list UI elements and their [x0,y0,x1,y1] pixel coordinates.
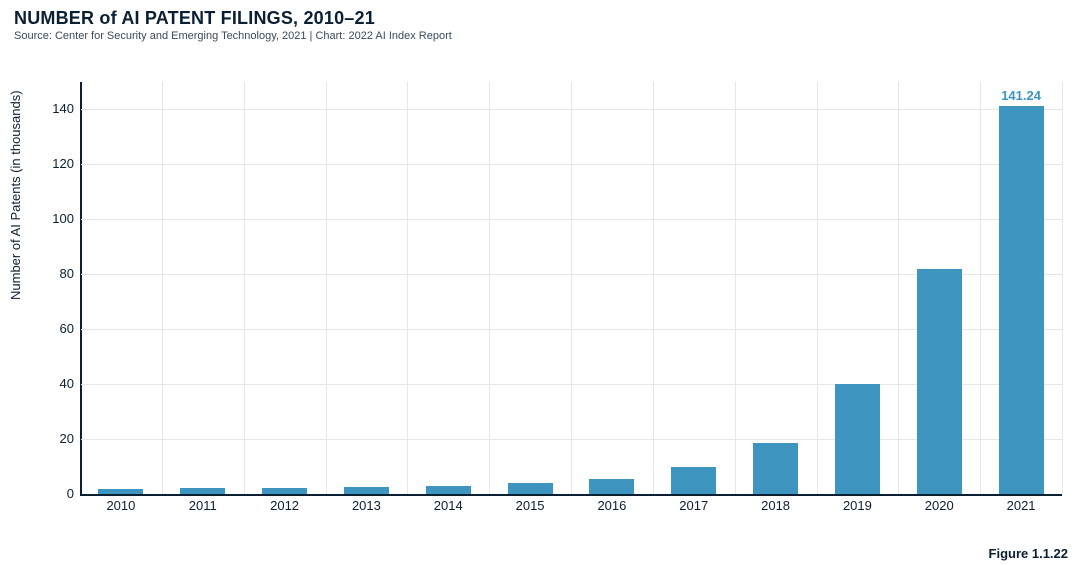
y-tick-label: 20 [40,431,74,446]
x-tick-label: 2019 [817,498,899,513]
y-tick-label: 140 [40,101,74,116]
x-tick-label: 2014 [407,498,489,513]
bar [426,486,471,494]
x-tick-label: 2017 [653,498,735,513]
bar [917,269,962,494]
chart-subtitle: Source: Center for Security and Emerging… [14,30,452,42]
x-tick-label: 2012 [244,498,326,513]
bar [753,443,798,494]
y-tick-label: 100 [40,211,74,226]
gridline-v [571,82,572,494]
x-tick-label: 2013 [326,498,408,513]
gridline-v [326,82,327,494]
bar [589,479,634,494]
x-tick-label: 2015 [489,498,571,513]
gridline-v [735,82,736,494]
gridline-v [898,82,899,494]
bar [262,488,307,494]
bar [835,384,880,494]
x-tick-label: 2021 [980,498,1062,513]
y-axis-label: Number of AI Patents (in thousands) [8,90,23,300]
y-tick-label: 120 [40,156,74,171]
x-tick-label: 2011 [162,498,244,513]
gridline-v [1062,82,1063,494]
x-tick-label: 2010 [80,498,162,513]
gridline-v [162,82,163,494]
x-tick-label: 2018 [735,498,817,513]
chart-title: NUMBER of AI PATENT FILINGS, 2010–21 [14,8,375,29]
bar [344,487,389,494]
x-tick-label: 2016 [571,498,653,513]
x-axis [80,494,1062,496]
bar [671,467,716,494]
y-tick-label: 40 [40,376,74,391]
bar [999,106,1044,494]
gridline-v [653,82,654,494]
gridline-v [244,82,245,494]
x-tick-label: 2020 [898,498,980,513]
gridline-v [407,82,408,494]
gridline-v [489,82,490,494]
gridline-v [980,82,981,494]
y-axis [80,82,82,494]
bar [508,483,553,494]
bar [180,488,225,494]
bar [98,489,143,494]
y-tick-label: 80 [40,266,74,281]
figure-label: Figure 1.1.22 [989,546,1068,561]
y-tick-label: 60 [40,321,74,336]
gridline-v [817,82,818,494]
y-tick-label: 0 [40,486,74,501]
chart-plot-area: 0204060801001201402010201120122013201420… [74,58,1066,518]
bar-value-label: 141.24 [980,88,1062,103]
